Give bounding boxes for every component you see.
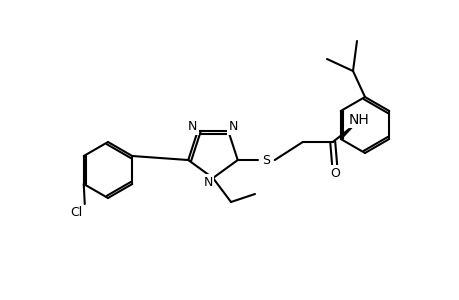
Text: Cl: Cl bbox=[71, 206, 83, 218]
Text: NH: NH bbox=[347, 113, 368, 127]
Text: O: O bbox=[329, 167, 339, 179]
Text: S: S bbox=[261, 154, 269, 166]
Text: N: N bbox=[228, 121, 237, 134]
Text: N: N bbox=[203, 176, 212, 188]
Text: N: N bbox=[188, 121, 197, 134]
